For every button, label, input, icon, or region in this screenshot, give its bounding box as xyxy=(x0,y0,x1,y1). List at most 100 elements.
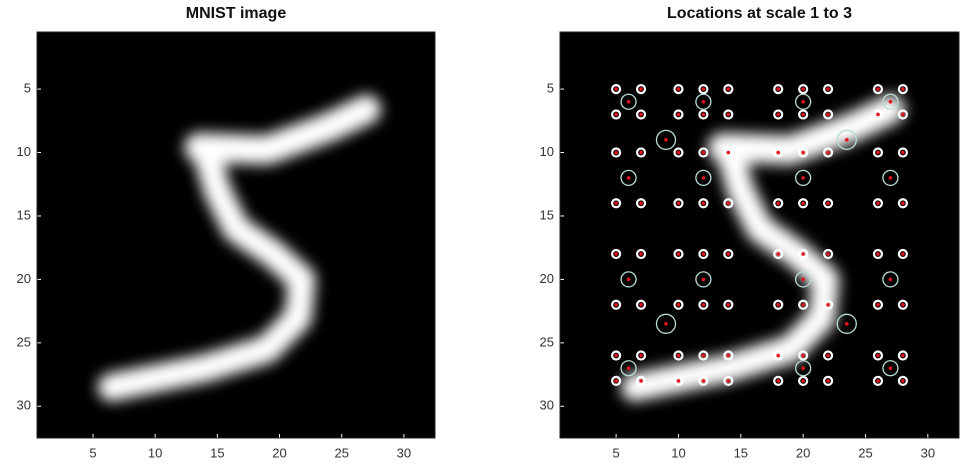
y-tick-label: 20 xyxy=(17,271,31,286)
x-tick-label: 5 xyxy=(89,445,96,460)
marker-ring xyxy=(773,350,784,361)
marker-ring xyxy=(822,83,834,95)
marker-dot xyxy=(776,87,781,91)
marker-dot xyxy=(876,201,880,206)
location-marker xyxy=(611,147,622,158)
chart-title: MNIST image xyxy=(186,5,287,22)
marker-dot xyxy=(639,353,643,358)
marker-ring xyxy=(620,169,637,187)
marker-dot xyxy=(701,379,706,383)
marker-ring xyxy=(635,198,647,209)
marker-dot xyxy=(801,201,805,206)
marker-dot xyxy=(614,379,618,383)
location-marker xyxy=(611,198,622,209)
location-marker xyxy=(798,299,809,310)
marker-ring xyxy=(723,198,734,209)
location-marker xyxy=(698,147,709,158)
location-marker xyxy=(723,109,734,120)
marker-ring xyxy=(897,350,908,361)
marker-dot xyxy=(676,150,681,155)
marker-dot xyxy=(901,379,905,383)
chart-title: Locations at scale 1 to 3 xyxy=(667,5,852,22)
marker-ring xyxy=(773,299,784,310)
y-tick-label: 10 xyxy=(540,144,554,159)
marker-dot xyxy=(801,379,805,383)
marker-ring xyxy=(773,375,784,387)
location-marker xyxy=(723,299,734,310)
location-marker xyxy=(822,198,834,209)
marker-ring xyxy=(794,360,812,377)
location-marker xyxy=(798,350,809,361)
marker-dot xyxy=(901,87,905,91)
marker-ring xyxy=(611,350,622,361)
location-marker xyxy=(620,271,637,288)
marker-dot xyxy=(801,99,805,104)
location-marker xyxy=(695,271,712,288)
marker-dot xyxy=(844,322,849,326)
marker-dot xyxy=(801,176,805,180)
location-marker xyxy=(794,93,812,110)
location-marker xyxy=(673,299,684,310)
location-marker xyxy=(698,83,709,95)
marker-ring xyxy=(673,375,684,387)
marker-ring xyxy=(698,109,709,120)
marker-ring xyxy=(897,248,908,260)
marker-ring xyxy=(635,147,647,158)
location-marker xyxy=(620,93,637,110)
location-marker xyxy=(872,375,884,387)
location-marker xyxy=(773,147,784,158)
marker-dot xyxy=(726,252,731,256)
marker-ring xyxy=(611,375,622,387)
location-marker xyxy=(673,147,684,158)
marker-dot xyxy=(614,87,618,91)
marker-ring xyxy=(773,248,784,260)
marker-dot xyxy=(726,353,731,358)
location-marker xyxy=(822,109,834,120)
marker-ring xyxy=(897,299,908,310)
location-marker xyxy=(773,198,784,209)
location-marker xyxy=(872,350,884,361)
marker-dot xyxy=(726,201,731,206)
marker-dot xyxy=(776,302,781,307)
marker-dot xyxy=(776,353,781,358)
location-marker xyxy=(635,109,647,120)
marker-ring xyxy=(897,83,908,95)
marker-dot xyxy=(888,99,893,104)
marker-dot xyxy=(888,366,893,371)
marker-ring xyxy=(635,350,647,361)
marker-dot xyxy=(639,150,643,155)
marker-dot xyxy=(701,252,706,256)
marker-dot xyxy=(876,252,880,256)
marker-dot xyxy=(639,379,643,383)
marker-ring xyxy=(611,147,622,158)
marker-ring xyxy=(695,271,712,288)
location-marker xyxy=(794,169,812,187)
marker-ring xyxy=(611,299,622,310)
marker-ring xyxy=(836,129,857,150)
location-marker xyxy=(620,360,637,377)
marker-dot xyxy=(676,87,681,91)
marker-dot xyxy=(901,302,905,307)
y-tick-label: 5 xyxy=(547,81,554,96)
marker-dot xyxy=(776,112,781,117)
marker-ring xyxy=(822,375,834,387)
marker-ring xyxy=(872,299,884,310)
location-marker xyxy=(695,169,712,187)
location-marker xyxy=(882,271,899,288)
location-marker xyxy=(822,350,834,361)
marker-ring xyxy=(882,169,899,187)
marker-ring xyxy=(872,350,884,361)
x-tick-label: 20 xyxy=(796,445,810,460)
location-marker xyxy=(698,375,709,387)
marker-dot xyxy=(901,112,905,117)
marker-ring xyxy=(794,93,812,110)
location-marker xyxy=(798,198,809,209)
marker-dot xyxy=(876,87,880,91)
marker-ring xyxy=(822,248,834,260)
marker-dot xyxy=(876,302,880,307)
location-marker xyxy=(822,248,834,260)
marker-ring xyxy=(723,83,734,95)
marker-dot xyxy=(664,322,668,326)
marker-dot xyxy=(676,302,681,307)
marker-ring xyxy=(673,198,684,209)
